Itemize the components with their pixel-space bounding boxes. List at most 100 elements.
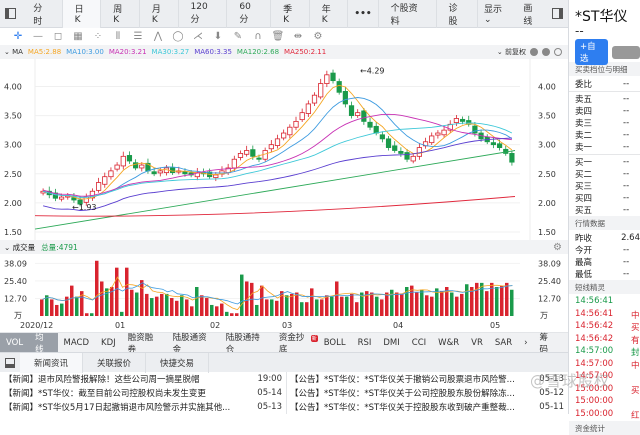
ma-toggle[interactable]: ⌄ MA <box>4 48 23 56</box>
ma-legend: ⌄ MA MA5:2.88 MA10:3.00 MA20:3.21 MA30:3.27… <box>0 45 568 59</box>
indicator-融资融券[interactable]: 融资融券 <box>127 332 154 355</box>
pattern-icon[interactable]: ⁘ <box>93 31 103 42</box>
tab-7[interactable]: 年K <box>310 0 349 28</box>
news-item[interactable]: 【公告】*ST华仪：*ST华仪关于公司控股股东股份解除冻... 05-12 <box>290 386 564 400</box>
svg-text:3.00: 3.00 <box>4 141 22 150</box>
ma-legend-item: MA250:2.11 <box>284 48 327 56</box>
svg-text:3.00: 3.00 <box>538 141 556 150</box>
indicator-RSI[interactable]: RSI <box>357 337 372 348</box>
wave-icon[interactable]: ⋀ <box>153 31 163 42</box>
tab-5[interactable]: 60分 <box>227 0 272 28</box>
settings-icon[interactable]: ⚙ <box>313 31 323 42</box>
pen-icon[interactable]: ✎ <box>233 31 243 42</box>
circle-icon[interactable]: ◯ <box>172 31 184 42</box>
sprite-title: 短线精灵 <box>569 280 640 294</box>
tab-9[interactable]: 个股资料 <box>379 0 437 28</box>
indicator-陆股通持仓[interactable]: 陆股通持仓 <box>225 332 260 355</box>
tab-4[interactable]: 120分 <box>179 0 228 28</box>
trash-icon[interactable]: 🗑 <box>271 31 285 42</box>
news-tab-1[interactable]: 关联报价 <box>83 352 147 373</box>
stock-price: -- <box>575 24 584 38</box>
tab-10[interactable]: 诊股 <box>437 0 478 28</box>
tab-2[interactable]: 周K <box>101 0 140 28</box>
indicator-›[interactable]: › <box>524 337 528 348</box>
news-date: 05-13 <box>257 402 282 412</box>
sprite-row[interactable]: 15:00:00 <box>575 396 614 406</box>
svg-text:25.40: 25.40 <box>4 277 27 286</box>
indicator-VOL[interactable]: VOL <box>0 332 30 353</box>
sprite-row[interactable]: 14:56:42 买 <box>575 321 640 333</box>
news-item[interactable]: 【新闻】退市风险警报解除！这些公司周一摘星脱帽 19:00 <box>4 372 282 386</box>
volume-settings-icon[interactable]: ⚙ <box>553 241 562 253</box>
svg-text:2.50: 2.50 <box>4 170 22 179</box>
news-item[interactable]: 【新闻】*ST华仪：截至目前公司控股权尚未发生变更 05-14 <box>4 386 282 400</box>
sprite-row[interactable]: 14:57:00 封 <box>575 346 640 358</box>
settings-icon[interactable] <box>554 48 562 56</box>
volume-chart[interactable]: 12.70 12.70 25.40 25.40 38.09 38.09 万 万 <box>0 254 568 320</box>
orderbook-title: 买卖档位与明细 <box>569 62 640 76</box>
indicator-均线[interactable]: 均线 <box>29 332 58 355</box>
sprite-row[interactable]: 14:56:42 有 <box>575 333 640 346</box>
tab-8[interactable]: ••• <box>348 0 379 28</box>
new-badge: 新 <box>310 334 318 342</box>
indicator-KDJ[interactable]: KDJ <box>101 337 116 348</box>
zoom-out-icon[interactable] <box>542 48 550 56</box>
quote-row: 昨收 2.64 <box>575 233 640 244</box>
sprite-row[interactable]: 14:56:41 <box>575 296 614 306</box>
bid-row: 买四 -- <box>575 193 630 204</box>
indicator-W&R[interactable]: W&R <box>438 337 460 348</box>
news-tab-0[interactable]: 新闻资讯 <box>20 352 84 373</box>
magnet-icon[interactable]: ∩ <box>254 31 262 42</box>
news-item[interactable]: 【新闻】*ST华仪5月17日起撤销退市风险警示并实施其他... 05-13 <box>4 400 282 414</box>
fibonacci-icon[interactable]: ▦ <box>73 31 83 42</box>
sidebar-toggle-icon[interactable] <box>547 0 568 28</box>
rect-icon[interactable]: ◻ <box>53 31 63 42</box>
news-panel-icon[interactable] <box>0 357 20 368</box>
sprite-row[interactable]: 14:56:41 中 <box>575 308 640 321</box>
news-item[interactable]: 【公告】*ST华仪：*ST华仪关于撤销公司股票退市风险警... 05-13 <box>290 372 564 386</box>
tab-3[interactable]: 月K <box>140 0 179 28</box>
news-tab-2[interactable]: 快捷交易 <box>146 352 210 373</box>
news-date: 19:00 <box>257 374 283 384</box>
volume-toggle[interactable]: ⌄ 成交量 <box>4 242 36 252</box>
ask-row: 卖三 -- <box>575 118 630 129</box>
pitchfork-icon[interactable]: ⋌ <box>193 31 203 42</box>
svg-text:←4.29: ←4.29 <box>360 67 385 76</box>
indicator-SAR[interactable]: SAR <box>494 337 513 348</box>
indicator-VR[interactable]: VR <box>471 337 483 348</box>
svg-text:38.09: 38.09 <box>4 259 27 268</box>
chips-button[interactable]: 筹码 <box>539 332 549 355</box>
svg-text:←1.93: ←1.93 <box>72 203 97 212</box>
zoom-in-icon[interactable] <box>530 48 538 56</box>
adjust-dropdown[interactable]: ⌄ 前复权 <box>496 48 526 56</box>
indicator-MACD[interactable]: MACD <box>63 337 90 348</box>
vertical-lines-icon[interactable]: ⦀ <box>115 31 121 42</box>
horizontal-lines-icon[interactable]: ☰ <box>133 31 143 42</box>
tab-6[interactable]: 季K <box>271 0 310 28</box>
arrow-down-icon[interactable]: ⬇ <box>213 31 223 42</box>
ma-legend-item: MA60:3.35 <box>194 48 232 56</box>
indicator-CCI[interactable]: CCI <box>411 337 427 348</box>
tab-1[interactable]: 日K <box>62 0 102 28</box>
tab-0[interactable]: 分时 <box>21 0 63 28</box>
secondary-button[interactable] <box>611 45 640 59</box>
sprite-row[interactable]: 14:57:00 <box>575 371 614 381</box>
indicator-BOLL[interactable]: BOLL <box>323 337 346 348</box>
indicator-陆股通资金[interactable]: 陆股通资金 <box>172 332 207 355</box>
line-icon[interactable]: — <box>33 31 43 42</box>
sprite-row[interactable]: 15:00:00 买 <box>575 383 640 396</box>
add-watchlist-button[interactable]: +自选 <box>575 39 608 65</box>
draw-line-button[interactable]: 画线 <box>523 3 533 27</box>
crosshair-icon[interactable]: ✛ <box>13 31 23 42</box>
panel-toggle-icon[interactable] <box>0 0 21 28</box>
sprite-row[interactable]: 14:57:00 中 <box>575 358 640 371</box>
ma-legend-item: MA10:3.00 <box>66 48 104 56</box>
news-item[interactable]: 【公告】*ST华仪：*ST华仪关于控股股东收到破产重整裁... 05-11 <box>290 400 564 414</box>
display-dropdown[interactable]: 显示 ⌄ <box>483 5 502 25</box>
price-chart[interactable]: 1.50 1.50 2.00 2.00 2.50 2.50 3.00 3.00 3.50 3.50… <box>0 59 568 240</box>
sprite-row[interactable]: 15:00:00 红 <box>575 408 640 421</box>
split-icon[interactable]: ⇹ <box>293 31 303 42</box>
indicator-资金抄底[interactable]: 资金抄底新 <box>278 332 318 355</box>
quote-row: 最低 -- <box>575 269 630 280</box>
indicator-DMI[interactable]: DMI <box>383 337 400 348</box>
